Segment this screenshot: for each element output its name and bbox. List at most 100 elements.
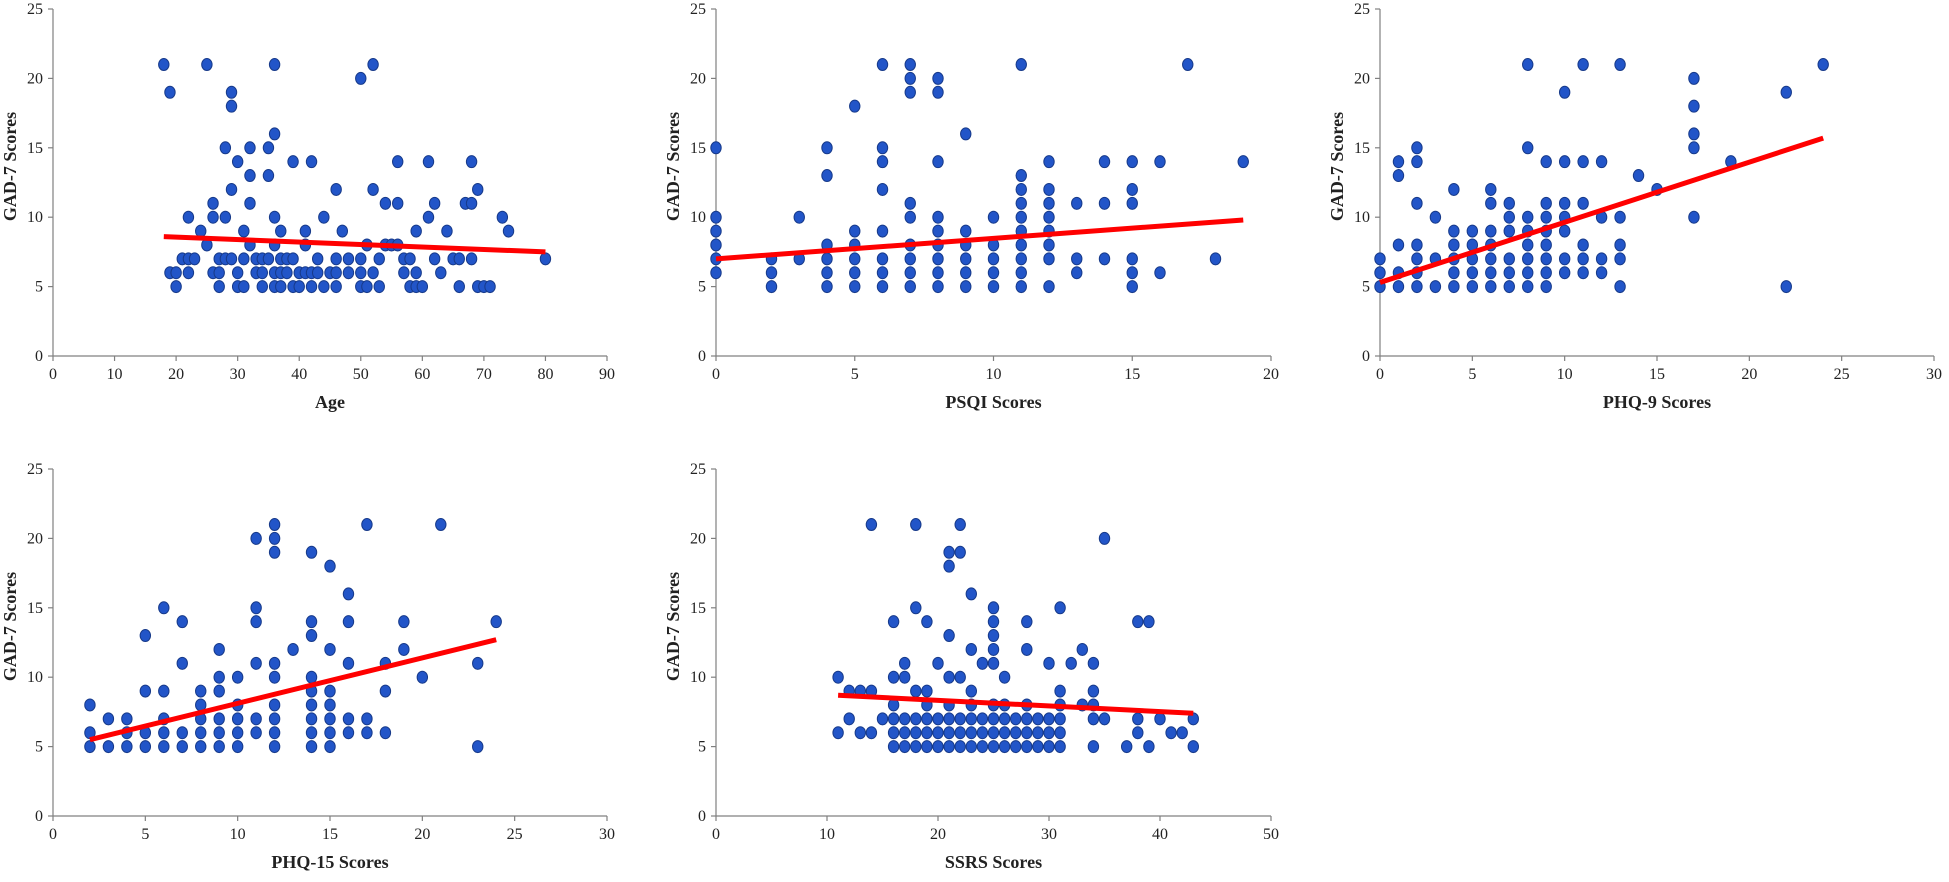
data-point xyxy=(1054,740,1066,754)
data-point xyxy=(1540,266,1552,280)
data-point xyxy=(1540,210,1552,224)
x-tick-label: 20 xyxy=(930,826,946,843)
x-tick-label: 30 xyxy=(1041,826,1057,843)
data-point xyxy=(1392,280,1405,294)
data-point xyxy=(305,155,318,169)
data-point xyxy=(1632,169,1645,183)
data-point xyxy=(1780,85,1792,99)
data-point xyxy=(987,740,1000,754)
data-point xyxy=(201,58,213,72)
data-point xyxy=(311,252,324,266)
data-point xyxy=(305,280,318,294)
data-point xyxy=(865,726,878,740)
data-point xyxy=(1098,252,1111,266)
data-point xyxy=(355,252,367,266)
data-point xyxy=(121,740,133,754)
x-axis-title: PHQ-9 Scores xyxy=(1603,392,1711,412)
data-point xyxy=(1688,210,1700,224)
data-point xyxy=(899,670,911,684)
data-point xyxy=(1021,642,1033,656)
data-point xyxy=(170,266,182,280)
data-point xyxy=(921,726,933,740)
data-point xyxy=(336,224,349,238)
data-point xyxy=(268,531,281,545)
x-axis-title: Age xyxy=(315,392,345,412)
data-point xyxy=(910,601,922,615)
x-axis-title: SSRS Scores xyxy=(945,852,1042,872)
data-point xyxy=(1021,712,1033,726)
data-point xyxy=(244,169,256,183)
data-point xyxy=(1143,740,1155,754)
data-point xyxy=(965,726,977,740)
data-point xyxy=(1466,280,1479,294)
data-point xyxy=(268,740,281,754)
chart-psqi: 0 5 10 15 20 25 0 5 10 15 20 PSQI Scores GAD-7 Score… xyxy=(663,1,1279,412)
data-point xyxy=(361,280,373,294)
data-point xyxy=(539,252,552,266)
data-point xyxy=(1132,615,1144,629)
x-tick-label: 5 xyxy=(851,366,859,383)
data-point xyxy=(1010,740,1022,754)
data-point xyxy=(943,545,955,559)
data-point xyxy=(225,99,238,113)
data-point xyxy=(1411,280,1423,294)
data-point xyxy=(231,740,244,754)
data-point xyxy=(398,642,410,656)
chart-phq9: 0 5 10 15 20 25 0 5 10 15 20 25 30 PHQ-9 Scores GAD-7 … xyxy=(1327,1,1942,412)
data-point xyxy=(1015,280,1027,294)
data-point xyxy=(392,155,404,169)
x-tick-label: 5 xyxy=(1468,366,1476,383)
data-point xyxy=(932,224,944,238)
data-point xyxy=(1595,252,1608,266)
data-point xyxy=(1485,196,1497,210)
data-point xyxy=(1087,712,1100,726)
data-point xyxy=(904,85,916,99)
data-point xyxy=(330,280,342,294)
data-point xyxy=(139,684,152,698)
data-point xyxy=(1182,58,1194,72)
data-point xyxy=(1466,224,1479,238)
data-point xyxy=(932,210,944,224)
data-point xyxy=(268,698,281,712)
data-point xyxy=(490,615,502,629)
data-point xyxy=(965,587,977,601)
data-point xyxy=(324,712,336,726)
y-tick-label: 0 xyxy=(35,808,43,825)
data-point xyxy=(899,740,911,754)
x-tick-label: 50 xyxy=(1263,826,1279,843)
data-point xyxy=(268,127,281,141)
data-point xyxy=(441,224,453,238)
x-tick-label: 90 xyxy=(599,366,615,383)
y-tick-label: 0 xyxy=(698,808,706,825)
data-point xyxy=(1043,712,1055,726)
data-point xyxy=(287,252,299,266)
data-point xyxy=(342,726,355,740)
x-tick-label: 10 xyxy=(230,826,246,843)
data-point xyxy=(987,712,1000,726)
data-point xyxy=(965,740,977,754)
data-point xyxy=(1522,266,1534,280)
data-point xyxy=(1411,141,1423,155)
y-axis-title: GAD-7 Scores xyxy=(663,112,683,221)
data-point xyxy=(305,615,318,629)
y-tick-label: 15 xyxy=(1354,140,1370,157)
data-point xyxy=(213,684,225,698)
data-point xyxy=(1522,58,1534,72)
data-point xyxy=(465,252,478,266)
data-point xyxy=(176,726,188,740)
chart-ssrs: 0 5 10 15 20 25 0 10 20 30 40 50 SSRS Scores GAD-7 Sc… xyxy=(663,461,1279,872)
x-tick-label: 40 xyxy=(1152,826,1168,843)
data-point xyxy=(876,182,889,196)
data-point xyxy=(1126,155,1138,169)
data-point xyxy=(1126,182,1138,196)
data-point xyxy=(496,210,509,224)
data-point xyxy=(1154,155,1166,169)
data-point xyxy=(932,726,944,740)
data-point xyxy=(250,615,262,629)
x-tick-label: 25 xyxy=(1834,366,1850,383)
chart-phq15: 0 5 10 15 20 25 0 5 10 15 20 25 30 PHQ-15 Scores GAD-7… xyxy=(0,461,615,872)
data-point xyxy=(311,266,324,280)
data-point xyxy=(998,740,1011,754)
data-point xyxy=(1522,238,1534,252)
data-point xyxy=(330,182,342,196)
